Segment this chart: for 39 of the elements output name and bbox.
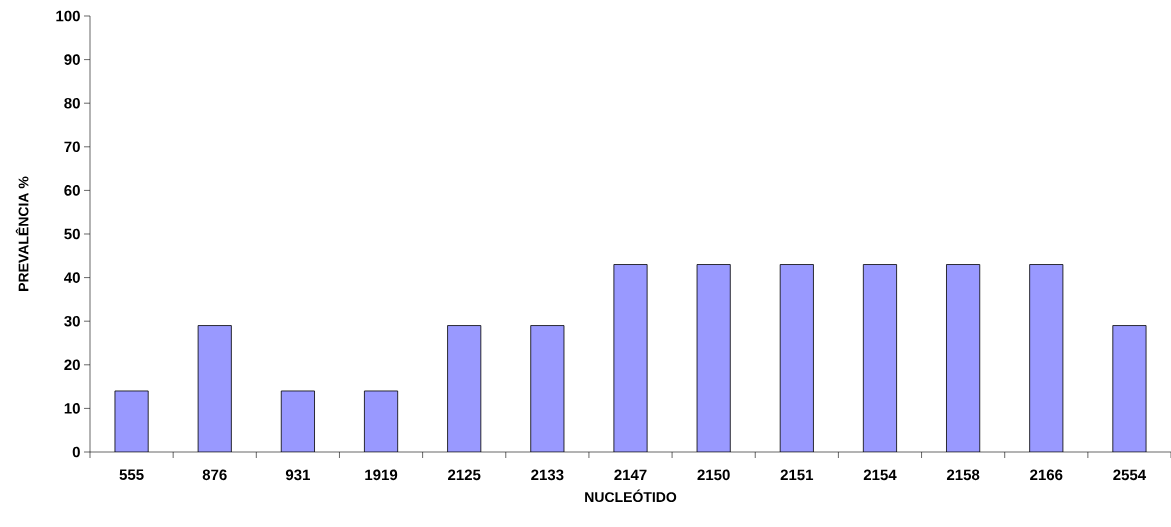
bar [696, 264, 731, 452]
x-tick-label: 931 [285, 469, 310, 481]
bar [1112, 325, 1147, 452]
x-tick-label: 2151 [780, 469, 814, 481]
x-tick-label: 2158 [946, 469, 980, 481]
x-tick-label: 2554 [1113, 469, 1147, 481]
x-tick-label: 2166 [1030, 469, 1063, 481]
y-tick-label: 50 [64, 228, 80, 240]
x-tick-label: 1919 [365, 469, 398, 481]
bar [613, 264, 648, 452]
bar [364, 390, 399, 452]
y-tick-label: 90 [64, 54, 80, 65]
bar [862, 264, 897, 452]
x-tick-label: 876 [202, 469, 227, 481]
y-tick-label: 0 [72, 446, 80, 458]
y-tick-label: 20 [64, 359, 80, 371]
bar [779, 264, 814, 452]
x-tick-label: 2147 [614, 469, 647, 480]
y-axis-title: PREVALÊNCIA % [15, 176, 29, 291]
bar [946, 264, 981, 452]
bar [1029, 264, 1064, 452]
bar [530, 325, 565, 452]
x-tick-label: 2154 [863, 469, 897, 481]
bar [280, 390, 315, 452]
bar [447, 325, 482, 452]
y-tick-label: 30 [64, 315, 80, 327]
x-axis-title: NUCLEÓTIDO [585, 489, 677, 503]
bar [114, 390, 149, 452]
y-tick-label: 10 [64, 403, 80, 414]
x-tick-label: 2133 [531, 469, 564, 481]
bar [197, 325, 232, 452]
y-tick-label: 60 [64, 185, 80, 196]
x-tick-label: 555 [119, 469, 144, 480]
x-tick-label: 2150 [697, 469, 730, 481]
x-tick-label: 2125 [448, 469, 481, 481]
y-tick-label: 100 [56, 10, 80, 22]
y-tick-label: 40 [64, 272, 80, 283]
y-tick-label: 80 [64, 97, 80, 109]
y-tick-label: 70 [64, 141, 80, 153]
